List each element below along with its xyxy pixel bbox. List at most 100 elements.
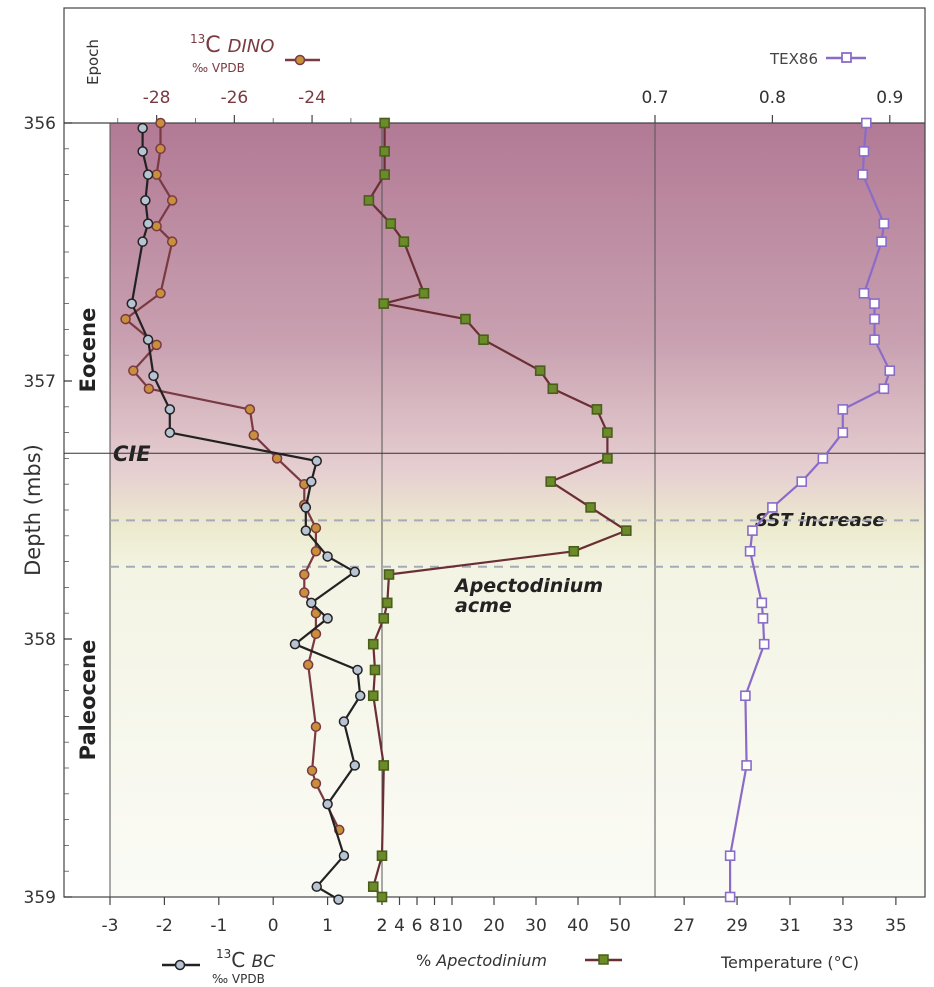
tex86-series-point-11 — [837, 404, 849, 415]
dino-series-point-19 — [299, 587, 310, 598]
svg-text:13C DINO: 13C DINO — [190, 32, 274, 58]
bottom-tick-label-tex86-33: 33 — [832, 916, 854, 936]
top-tick-label-tex86-0.8: 0.8 — [759, 88, 786, 108]
apecto-series-point-9 — [478, 334, 489, 346]
bottom-tick-label-tex86-27: 27 — [673, 916, 695, 936]
apecto-series-point-4 — [385, 218, 397, 229]
dino-series-point-1 — [155, 143, 166, 155]
dino-sub: ‰ VPDB — [192, 61, 245, 75]
bc-series-point-8 — [148, 370, 159, 382]
dino-series-point-18 — [299, 569, 310, 580]
apecto-series-point-14 — [602, 453, 613, 464]
tex86-series-point-20 — [758, 638, 770, 650]
dino-italic: DINO — [228, 36, 275, 57]
apecto-series-point-5 — [398, 236, 410, 247]
dino-legend-marker — [294, 54, 306, 66]
bottom-tick-label-d13c--1: -1 — [210, 916, 227, 936]
acme-label-2: acme — [455, 595, 512, 617]
tex86-series-point-8 — [869, 334, 880, 346]
bc-series-point-19 — [289, 638, 301, 650]
dino-series-point-0 — [155, 117, 166, 129]
bc-series-point-23 — [349, 760, 361, 771]
apecto-legend-marker — [598, 954, 609, 965]
bc-series-point-11 — [311, 455, 322, 467]
bottom-tick-label-apectodinium-50: 50 — [609, 916, 631, 936]
bottom-tick-label-apectodinium-2: 2 — [377, 916, 388, 936]
bottom-tick-label-apectodinium-6: 6 — [412, 916, 423, 936]
bc-series-point-9 — [164, 404, 176, 415]
epoch-eocene: Eocene — [76, 308, 100, 393]
bc-series-point-24 — [322, 798, 333, 810]
bc-series-point-5 — [137, 236, 148, 247]
tex86-series-point-9 — [884, 365, 896, 376]
apecto-series-point-8 — [460, 313, 471, 325]
bc-series-point-13 — [300, 502, 312, 513]
bc-legend-marker — [174, 959, 186, 971]
dino-series-point-9 — [128, 365, 139, 376]
tex86-series-point-19 — [757, 613, 769, 624]
plot-background — [110, 123, 925, 897]
tex86-series-point-14 — [796, 476, 808, 487]
apecto-series-point-25 — [378, 760, 390, 771]
dino-series-point-25 — [310, 778, 322, 789]
bc-series-point-7 — [142, 334, 154, 345]
dino-series-point-17 — [310, 546, 322, 557]
acme-label-1: Apectodinium — [453, 575, 603, 597]
apecto-series-point-21 — [378, 613, 390, 624]
bottom-tick-label-apectodinium-10: 10 — [441, 916, 463, 936]
apecto-series-point-10 — [534, 365, 546, 376]
apecto-series-point-16 — [585, 502, 596, 513]
bottom-tick-label-apectodinium-4: 4 — [394, 916, 405, 936]
dino-series-point-6 — [155, 288, 166, 299]
bc-series-point-0 — [137, 122, 148, 134]
bc-series-point-25 — [338, 850, 350, 861]
apecto-series-point-20 — [381, 597, 393, 609]
bc-sub: ‰ VPDB — [212, 972, 265, 986]
bottom-tick-label-d13c-0: 0 — [268, 916, 279, 936]
apecto-series-point-15 — [545, 476, 557, 487]
bc-series-point-6 — [126, 298, 138, 309]
bc-series-point-22 — [338, 716, 350, 727]
temperature-title: Temperature (°C) — [720, 953, 859, 972]
dino-series-point-4 — [151, 220, 162, 232]
tex86-title: TEX86 — [769, 50, 818, 68]
dino-series-point-21 — [310, 628, 322, 640]
tex86-series-point-1 — [858, 146, 870, 157]
bc-series-line — [130, 128, 362, 901]
y-tick-label-359: 359 — [24, 888, 56, 908]
apecto-italic: Apectodinium — [435, 951, 547, 970]
tex86-series-point-13 — [817, 453, 829, 464]
bc-series-point-1 — [137, 146, 148, 157]
tex86-series-point-7 — [869, 313, 880, 325]
top-tick-label-d13c--24: -24 — [298, 88, 326, 108]
bottom-tick-label-apectodinium-40: 40 — [567, 916, 589, 936]
cie-label: CIE — [113, 442, 151, 466]
epoch-paleocene: Paleocene — [76, 640, 100, 761]
dino-series-point-7 — [120, 313, 131, 325]
bottom-tick-label-apectodinium-30: 30 — [525, 916, 547, 936]
bc-sup: 13 — [216, 947, 231, 961]
apecto-main: % — [416, 951, 436, 970]
bottom-tick-label-apectodinium-8: 8 — [429, 916, 440, 936]
dino-series-point-12 — [248, 429, 260, 441]
bc-series-point-3 — [140, 195, 151, 206]
apecto-series-point-1 — [379, 146, 390, 157]
bc-series-point-26 — [311, 881, 322, 892]
bc-series-point-15 — [322, 551, 333, 562]
tex86-legend-marker — [841, 52, 852, 63]
tex86-series-point-10 — [878, 383, 890, 395]
tex86-series-point-12 — [837, 427, 849, 438]
tex86-series-point-22 — [741, 760, 752, 771]
series-layer — [120, 117, 896, 905]
dino-series-point-16 — [310, 522, 322, 534]
apecto-series-point-28 — [376, 891, 388, 903]
dino-series-point-3 — [166, 195, 178, 206]
dino-series-point-13 — [271, 453, 283, 464]
tex86-series-point-15 — [767, 502, 778, 513]
tex86-series-point-17 — [744, 545, 756, 557]
dino-series-point-23 — [310, 721, 322, 732]
bc-series-point-12 — [306, 476, 317, 487]
apecto-series-point-2 — [379, 169, 390, 180]
apecto-series-point-13 — [602, 427, 613, 438]
